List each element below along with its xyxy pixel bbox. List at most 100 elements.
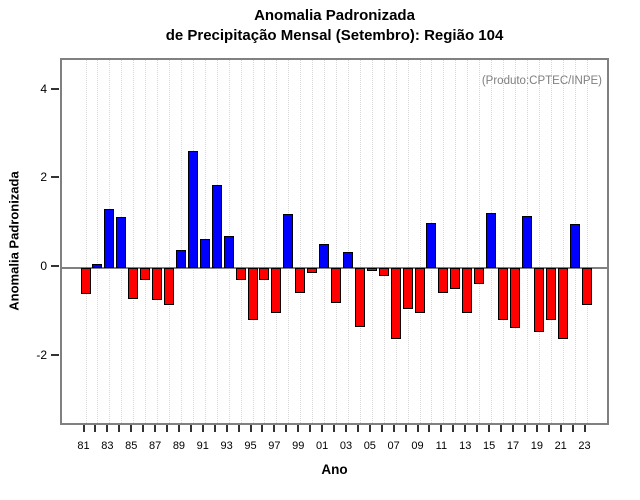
bar-2000 — [307, 268, 318, 274]
gridline — [538, 60, 540, 423]
x-tick-label: 09 — [411, 440, 424, 452]
bar-2004 — [354, 268, 365, 327]
x-tick — [177, 425, 180, 432]
x-tick — [476, 425, 479, 432]
gridline — [133, 60, 135, 423]
bar-2002 — [331, 268, 342, 304]
x-tick — [404, 425, 407, 432]
bar-2007 — [390, 268, 401, 339]
x-tick-label: 13 — [459, 440, 472, 452]
x-tick-label: 91 — [196, 440, 209, 452]
bar-1984 — [116, 217, 127, 268]
x-tick — [273, 425, 276, 432]
x-tick-label: 19 — [530, 440, 543, 452]
x-tick-label: 83 — [101, 440, 114, 452]
bar-2017 — [509, 268, 520, 329]
y-tick-label: 2 — [40, 170, 47, 185]
x-tick — [333, 425, 336, 432]
gridline — [586, 60, 588, 423]
x-tick — [428, 425, 431, 432]
gridline — [359, 60, 361, 423]
bar-2021 — [557, 268, 568, 340]
gridline — [252, 60, 254, 423]
gridline — [550, 60, 552, 423]
gridline — [336, 60, 338, 423]
y-tick — [51, 87, 59, 90]
x-tick-label: 05 — [363, 440, 376, 452]
x-tick — [94, 425, 97, 432]
x-tick-label: 21 — [554, 440, 567, 452]
source-annotation: (Produto:CPTEC/INPE) — [481, 75, 602, 87]
plot-area: (Produto:CPTEC/INPE) — [60, 58, 609, 425]
x-tick — [142, 425, 145, 432]
y-axis-label: Anomalia Padronizada — [6, 171, 22, 311]
bar-2019 — [533, 268, 544, 333]
x-tick — [344, 425, 347, 432]
bar-2001 — [319, 243, 330, 268]
gridline — [300, 60, 302, 423]
gridline — [371, 60, 373, 423]
x-tick — [452, 425, 455, 432]
x-tick — [285, 425, 288, 432]
x-tick-label: 97 — [268, 440, 281, 452]
gridline — [85, 60, 87, 423]
gridline — [180, 60, 182, 423]
y-tick — [51, 265, 59, 267]
x-tick-label: 03 — [339, 440, 353, 452]
x-tick — [166, 425, 168, 432]
gridline — [264, 60, 266, 423]
y-tick-label: 4 — [40, 81, 47, 96]
x-tick — [189, 425, 192, 432]
x-tick-label: 93 — [220, 440, 233, 452]
bar-1987 — [152, 268, 163, 301]
gridline — [347, 60, 349, 423]
x-tick — [237, 425, 240, 432]
gridline — [324, 60, 326, 423]
x-tick — [225, 425, 228, 432]
bar-1999 — [295, 268, 306, 293]
bar-1990 — [187, 151, 198, 268]
chart-title: Anomalia Padronizada de Precipitação Men… — [60, 6, 609, 46]
x-tick — [356, 425, 359, 432]
bar-1985 — [128, 268, 139, 299]
gridline — [145, 60, 147, 423]
x-tick-label: 15 — [482, 440, 496, 452]
x-tick-label: 23 — [578, 440, 591, 452]
x-tick — [511, 425, 514, 432]
bar-1983 — [104, 209, 115, 268]
x-tick — [547, 425, 550, 432]
x-tick — [309, 425, 312, 432]
x-tick — [82, 425, 85, 432]
bar-1982 — [92, 264, 103, 268]
bar-2010 — [426, 223, 437, 268]
x-tick-label: 07 — [387, 440, 400, 452]
x-tick-label: 81 — [77, 440, 90, 452]
bar-1986 — [140, 268, 151, 280]
x-tick-label: 95 — [244, 440, 257, 452]
x-tick — [368, 425, 371, 432]
bar-1991 — [199, 238, 210, 268]
bar-2008 — [402, 268, 413, 310]
bar-1989 — [175, 249, 186, 268]
x-tick — [523, 425, 526, 432]
x-tick — [500, 425, 503, 432]
x-tick — [571, 425, 574, 432]
x-tick — [488, 425, 491, 432]
x-tick — [130, 425, 133, 432]
bar-1996 — [259, 268, 270, 280]
bar-1995 — [247, 268, 258, 320]
bar-1994 — [235, 268, 246, 281]
bar-2013 — [462, 268, 473, 313]
x-tick — [118, 425, 121, 432]
bar-2011 — [438, 268, 449, 294]
gridline — [240, 60, 242, 423]
gridline — [503, 60, 505, 423]
chart-title-line1: Anomalia Padronizada — [254, 7, 415, 24]
x-tick-label: 99 — [292, 440, 305, 452]
x-tick-label: 87 — [148, 440, 162, 452]
bar-1981 — [80, 268, 91, 294]
gridline — [443, 60, 445, 423]
x-tick-label: 89 — [172, 440, 186, 452]
bar-2005 — [366, 268, 377, 271]
